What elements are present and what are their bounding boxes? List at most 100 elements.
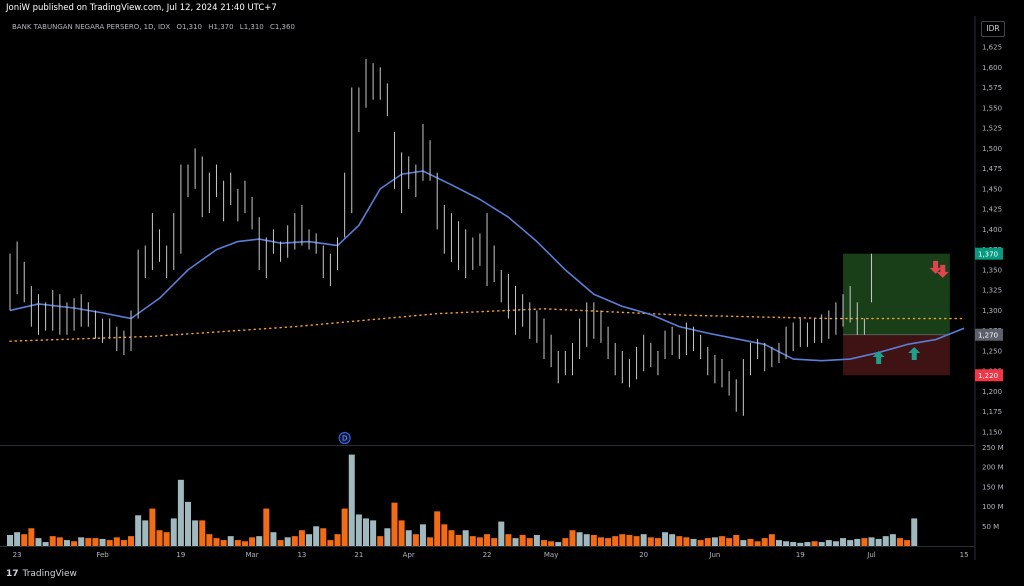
time-tick-label: 22 bbox=[483, 551, 492, 559]
volume-bar bbox=[71, 541, 78, 546]
volume-bar bbox=[533, 534, 540, 546]
volume-bar bbox=[676, 536, 683, 546]
volume-tick-label: 50 M bbox=[982, 523, 999, 531]
volume-bar bbox=[854, 538, 861, 546]
volume-tick-label: 150 M bbox=[982, 483, 1004, 491]
volume-bar bbox=[35, 538, 42, 546]
volume-bar bbox=[21, 534, 28, 546]
volume-bar bbox=[761, 538, 768, 546]
volume-bar bbox=[92, 538, 99, 546]
volume-bar bbox=[562, 538, 569, 546]
currency-button[interactable]: IDR bbox=[981, 21, 1005, 37]
volume-bar bbox=[754, 541, 761, 546]
volume-bar bbox=[626, 534, 633, 546]
volume-bar bbox=[583, 534, 590, 546]
price-label-box bbox=[975, 328, 1003, 341]
price-label-box bbox=[975, 247, 1003, 260]
price-tick-label: 1,150 bbox=[982, 429, 1002, 437]
volume-bar bbox=[313, 526, 320, 546]
time-tick-label: 21 bbox=[354, 551, 363, 559]
volume-bar bbox=[519, 534, 526, 546]
price-tick-label: 1,250 bbox=[982, 347, 1002, 355]
volume-bar bbox=[491, 538, 498, 546]
volume-bar bbox=[256, 536, 263, 546]
price-tick-label: 1,600 bbox=[982, 64, 1002, 72]
volume-bar bbox=[719, 536, 725, 546]
time-tick-label: 20 bbox=[639, 551, 648, 559]
volume-bar bbox=[711, 537, 718, 546]
price-label-text: 1,270 bbox=[978, 331, 998, 339]
volume-bar bbox=[270, 532, 277, 546]
volume-bar bbox=[306, 534, 313, 546]
symbol-legend: BANK TABUNGAN NEGARA PERSERO, 1D, IDX O1… bbox=[12, 23, 295, 31]
symbol-name: BANK TABUNGAN NEGARA PERSERO, 1D, IDX bbox=[12, 23, 171, 31]
time-tick-label: Jun bbox=[708, 551, 720, 559]
volume-bar bbox=[213, 538, 220, 546]
time-tick-label: Mar bbox=[245, 551, 258, 559]
volume-bar bbox=[163, 532, 170, 546]
volume-bar bbox=[498, 521, 505, 546]
volume-bar bbox=[120, 540, 127, 546]
open-label: O bbox=[176, 23, 182, 31]
volume-bar bbox=[7, 534, 13, 546]
volume-bar bbox=[85, 538, 92, 546]
time-tick-label: 15 bbox=[960, 551, 969, 559]
volume-bar bbox=[847, 540, 854, 546]
volume-bar bbox=[619, 534, 626, 546]
volume-bar bbox=[398, 520, 405, 546]
volume-bar bbox=[797, 542, 804, 546]
volume-bar bbox=[427, 537, 434, 546]
volume-bar bbox=[263, 508, 270, 546]
volume-bar bbox=[555, 542, 562, 546]
volume-bar bbox=[348, 454, 355, 546]
volume-bar bbox=[569, 530, 576, 546]
volume-bar bbox=[249, 537, 256, 546]
volume-bar bbox=[370, 520, 377, 546]
volume-bar bbox=[775, 540, 782, 546]
close-label: C bbox=[269, 23, 275, 31]
time-tick-label: Jul bbox=[866, 551, 876, 559]
volume-bar bbox=[177, 479, 184, 546]
volume-bar bbox=[832, 541, 839, 546]
time-tick-label: 13 bbox=[297, 551, 306, 559]
volume-bar bbox=[455, 534, 462, 546]
volume-bar bbox=[647, 537, 654, 546]
volume-bar bbox=[662, 532, 669, 546]
volume-bar bbox=[320, 528, 327, 546]
volume-bar bbox=[740, 540, 747, 546]
volume-bar bbox=[142, 520, 149, 546]
price-tick-label: 1,500 bbox=[982, 145, 1002, 153]
volume-bar bbox=[106, 540, 113, 546]
volume-bar bbox=[576, 532, 583, 546]
price-tick-label: 1,425 bbox=[982, 206, 1002, 214]
volume-bar bbox=[476, 537, 483, 546]
volume-bar bbox=[633, 536, 640, 546]
volume-bar bbox=[113, 537, 120, 546]
price-tick-label: 1,550 bbox=[982, 104, 1002, 112]
time-tick-label: Feb bbox=[96, 551, 109, 559]
volume-bar bbox=[448, 530, 455, 546]
volume-bar bbox=[605, 538, 612, 546]
time-tick-label: May bbox=[544, 551, 558, 559]
volume-bar bbox=[227, 536, 234, 546]
price-tick-label: 1,325 bbox=[982, 287, 1002, 295]
volume-bar bbox=[135, 515, 142, 546]
volume-bar bbox=[505, 534, 512, 546]
price-tick-label: 1,350 bbox=[982, 266, 1002, 274]
volume-bar bbox=[882, 536, 889, 546]
volume-tick-label: 200 M bbox=[982, 464, 1004, 472]
volume-bar bbox=[469, 536, 476, 546]
volume-bar bbox=[704, 538, 711, 546]
volume-bar bbox=[868, 537, 875, 546]
volume-bar bbox=[825, 540, 832, 546]
volume-bar bbox=[512, 538, 519, 546]
dividend-marker-icon bbox=[338, 431, 351, 445]
time-tick-label: 23 bbox=[13, 551, 22, 559]
price-tick-label: 1,475 bbox=[982, 165, 1002, 173]
volume-bar bbox=[804, 542, 811, 546]
volume-bar bbox=[14, 532, 21, 546]
dividend-marker-label: D bbox=[342, 435, 347, 443]
volume-bar bbox=[149, 508, 156, 546]
